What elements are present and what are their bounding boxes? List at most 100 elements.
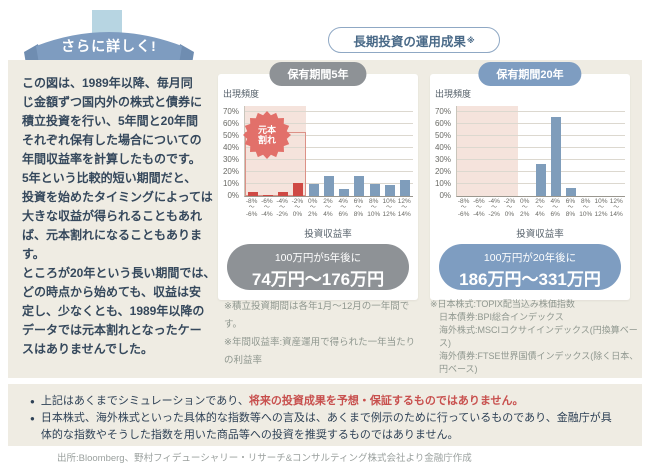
section-title-note-mark: ※ [466, 35, 475, 45]
x-tick-label: 10% 〜 12% [594, 198, 608, 218]
histogram-bin [533, 163, 548, 196]
x-tick-label: -8% 〜 -6% [245, 198, 258, 218]
result-line-2: 74万円〜176万円 [251, 270, 385, 289]
footnotes-5yr: ※積立投資期間は各年1月〜12月の一年間です。 ※年間収益率:資産運用で得られた… [224, 298, 424, 370]
histogram-bin [321, 175, 336, 196]
main-panel: この図は、1989年以降、毎月同 じ金額ずつ国内外の株式と債券に 積立投資を行い… [8, 60, 642, 378]
gridline [245, 147, 413, 148]
intro-paragraph: この図は、1989年以降、毎月同 じ金額ずつ国内外の株式と債券に 積立投資を行い… [22, 76, 216, 356]
x-tick-label: 0% 〜 2% [519, 198, 530, 218]
bar [293, 182, 304, 196]
histogram-bin [245, 192, 260, 196]
y-tick-label: 50% [222, 131, 239, 140]
footnote: 日本債券:BPI総合インデックス [439, 312, 564, 322]
source-note: 出所:Bloomberg、野村フィデューシャリー・リサーチ&コンサルティング株式… [57, 453, 472, 464]
histogram-bin [276, 192, 291, 196]
bar [247, 192, 258, 196]
x-tick-label: -8% 〜 -6% [457, 198, 470, 218]
principal-loss-burst: 元本 割れ [243, 111, 291, 159]
x-tick-label: 12% 〜 14% [609, 198, 623, 218]
bar [566, 187, 577, 196]
burst-icon [243, 111, 291, 159]
x-axis-ticks: -8% 〜 -6% -6% 〜 -4% -4% 〜 -2% -2% 〜 0% 0% 〜 2% 2% 〜 4% 4% 〜… [244, 198, 412, 218]
disclaimer-text: 上記はあくまでシミュレーションであり、将来の投資成果を予想・保証するものではあり… [40, 395, 524, 407]
gridline [457, 111, 625, 112]
chart-card-20yr: 保有期間20年 出現頻度 0% 10% 20% 30% 40% 50% 60% 70% -8%… [430, 62, 630, 300]
disclaimer-highlight: 将来の投資成果を予想・保証するものではありません。 [248, 395, 524, 407]
x-tick-label: 12% 〜 14% [397, 198, 411, 218]
section-title-pill: 長期投資の運用成果 ※ [328, 27, 500, 53]
footnote: 海外債券:FTSE世界国債インデックス(除く日本、円ベース) [439, 351, 639, 374]
burst-label: 元本 割れ [257, 125, 276, 145]
y-tick-label: 70% [222, 107, 239, 116]
histogram-bin [337, 188, 352, 196]
x-tick-label: 8% 〜 10% [367, 198, 381, 218]
histogram-bin [352, 175, 367, 196]
histogram-bin [306, 184, 321, 196]
chart-badge-5yr: 保有期間5年 [269, 62, 367, 86]
gridline [245, 171, 413, 172]
y-tick-label: 60% [434, 119, 451, 128]
y-axis-ticks: 0% 10% 20% 30% 40% 50% 60% 70% [430, 106, 453, 200]
y-tick-label: 50% [434, 131, 451, 140]
disclaimer-text: 日本株式、海外株式といった具体的な指数等への言及は、あくまで例示のために行ってい… [40, 412, 612, 441]
result-line-2: 186万円〜331万円 [459, 270, 601, 289]
bullet-marker-icon: ● [30, 397, 35, 406]
return-axis-label: 投資収益率 [304, 229, 352, 240]
x-tick-label: -6% 〜 -4% [473, 198, 485, 218]
y-tick-label: 0% [439, 191, 451, 200]
x-tick-label: -4% 〜 -2% [276, 198, 288, 218]
y-tick-label: 10% [434, 179, 451, 188]
gridline [245, 135, 413, 136]
bar [400, 180, 411, 196]
bar [385, 185, 396, 196]
x-axis-ticks: -8% 〜 -6% -6% 〜 -4% -4% 〜 -2% -2% 〜 0% 0% 〜 2% 2% 〜 4% 4% 〜… [456, 198, 624, 218]
y-tick-label: 0% [227, 191, 239, 200]
y-tick-label: 70% [434, 107, 451, 116]
bar [369, 184, 380, 196]
y-tick-label: 30% [434, 155, 451, 164]
y-tick-label: 40% [434, 143, 451, 152]
bars-layer [245, 106, 413, 196]
plot-area: 元本 割れ [243, 106, 413, 197]
bars-layer [457, 106, 625, 196]
histogram-bin [367, 184, 382, 196]
histogram-bin [382, 185, 397, 196]
bar [308, 184, 319, 196]
x-tick-label: 0% 〜 2% [307, 198, 318, 218]
y-axis-ticks: 0% 10% 20% 30% 40% 50% 60% 70% [218, 106, 241, 200]
disclaimer-bullet-1: ● 上記はあくまでシミュレーションであり、将来の投資成果を予想・保証するものでは… [30, 393, 620, 410]
x-tick-label: 8% 〜 10% [579, 198, 593, 218]
bar [339, 188, 350, 196]
bullet-marker-icon: ● [30, 414, 35, 423]
footnote: ※年間収益率:資産運用で得られた一年当たりの利益率 [224, 337, 416, 366]
chart-badge-20yr: 保有期間20年 [478, 62, 582, 86]
histogram-bin [549, 116, 564, 196]
y-tick-label: 20% [222, 167, 239, 176]
x-tick-label: 2% 〜 4% [323, 198, 333, 218]
chart-card-5yr: 保有期間5年 出現頻度 0% 10% 20% 30% 40% 50% 60% 70% 元本 割… [218, 62, 418, 300]
disclaimer-bullet-2: ● 日本株式、海外株式といった具体的な指数等への言及は、あくまで例示のために行っ… [30, 410, 620, 444]
gridline [245, 159, 413, 160]
x-tick-label: 4% 〜 6% [338, 198, 348, 218]
bar [551, 116, 562, 196]
bar [354, 175, 365, 196]
x-tick-label: 6% 〜 8% [353, 198, 364, 218]
gridline [245, 111, 413, 112]
gridline [457, 159, 625, 160]
y-tick-label: 40% [222, 143, 239, 152]
frequency-axis-label: 出現頻度 [435, 89, 472, 99]
section-title: 長期投資の運用成果 [353, 34, 466, 49]
x-tick-label: 2% 〜 4% [535, 198, 545, 218]
x-tick-label: -2% 〜 0% [291, 198, 304, 218]
principal-loss-region [457, 106, 519, 196]
result-box-5yr: 100万円が5年後に 74万円〜176万円 [227, 244, 409, 290]
histogram-bin [291, 182, 306, 196]
y-tick-label: 20% [434, 167, 451, 176]
footnote: ※日本株式:TOPIX配当込み株価指数 [430, 299, 575, 309]
footnote: ※積立投資期間は各年1月〜12月の一年間です。 [224, 301, 410, 330]
disclaimer-box: ● 上記はあくまでシミュレーションであり、将来の投資成果を予想・保証するものでは… [8, 384, 642, 446]
footnote: 海外株式:MSCIコクサイインデックス(円換算ベース) [439, 325, 638, 348]
bar [323, 175, 334, 196]
